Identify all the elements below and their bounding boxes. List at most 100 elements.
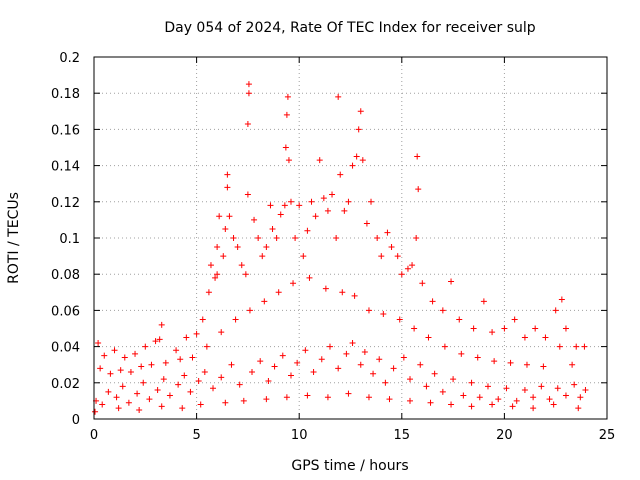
data-point (427, 399, 434, 406)
data-point (501, 325, 508, 332)
data-point (261, 298, 268, 305)
data-point (339, 289, 346, 296)
data-point (388, 244, 395, 251)
chart-title: Day 054 of 2024, Rate Of TEC Index for r… (164, 20, 535, 36)
data-point (468, 379, 475, 386)
y-tick-label: 0.1 (59, 232, 80, 247)
axis-ticks (93, 56, 608, 420)
data-point (474, 354, 481, 361)
data-point (573, 343, 580, 350)
data-point (263, 244, 270, 251)
data-point (411, 325, 418, 332)
data-point (148, 361, 155, 368)
data-point (146, 396, 153, 403)
data-point (267, 202, 274, 209)
data-point (341, 207, 348, 214)
data-point (359, 157, 366, 164)
data-point (489, 401, 496, 408)
data-point (140, 379, 147, 386)
data-point (365, 394, 372, 401)
data-point (470, 325, 477, 332)
data-point (300, 253, 307, 260)
data-point (349, 162, 356, 169)
data-point (199, 316, 206, 323)
data-point (283, 111, 290, 118)
data-point (357, 108, 364, 115)
data-point (249, 368, 256, 375)
x-tick-label: 15 (394, 428, 411, 443)
x-tick-label: 25 (599, 428, 616, 443)
data-point (460, 392, 467, 399)
data-point (287, 372, 294, 379)
data-point (582, 387, 589, 394)
data-point (136, 406, 143, 413)
data-point (523, 361, 530, 368)
data-point (242, 271, 249, 278)
data-point (326, 343, 333, 350)
data-point (218, 374, 225, 381)
data-point (216, 213, 223, 220)
data-point (203, 343, 210, 350)
data-point (95, 339, 102, 346)
data-point (214, 244, 221, 251)
data-point (222, 399, 229, 406)
data-point (404, 265, 411, 272)
data-point (316, 157, 323, 164)
data-point (156, 336, 163, 343)
data-point (245, 81, 252, 88)
data-point (134, 390, 141, 397)
data-point (324, 207, 331, 214)
y-tick-label: 0.06 (51, 304, 80, 319)
data-point (374, 235, 381, 241)
data-point (509, 403, 516, 410)
data-point (491, 358, 498, 365)
data-point (386, 396, 393, 403)
data-point (175, 381, 182, 388)
data-point (154, 387, 161, 394)
data-point (292, 235, 299, 241)
data-point (382, 379, 389, 386)
y-tick-label: 0.16 (51, 123, 80, 138)
data-point (390, 365, 397, 372)
data-point (181, 372, 188, 379)
y-tick-label: 0.12 (51, 196, 80, 211)
data-point (308, 198, 315, 205)
data-point (205, 289, 212, 296)
data-point (132, 350, 139, 357)
data-point (162, 359, 169, 366)
data-point (284, 93, 291, 100)
data-point (530, 405, 537, 412)
data-point (283, 394, 290, 401)
data-point (105, 388, 112, 395)
data-point (240, 397, 247, 404)
x-tick-label: 0 (90, 428, 98, 443)
data-point (448, 401, 455, 408)
data-point (119, 383, 126, 390)
data-point (201, 368, 208, 375)
data-point (345, 198, 352, 205)
data-point (425, 334, 432, 341)
data-point (193, 330, 200, 337)
data-point (113, 394, 120, 401)
data-point (277, 211, 284, 218)
data-point (361, 349, 368, 356)
data-point (458, 350, 465, 357)
y-tick-label: 0.14 (51, 160, 80, 175)
data-point (244, 120, 251, 127)
data-point (101, 352, 108, 359)
data-point (489, 329, 496, 336)
data-point (448, 278, 455, 285)
data-point (370, 370, 377, 377)
data-point (238, 262, 245, 269)
data-point (166, 392, 173, 399)
y-tick-label: 0.2 (59, 51, 80, 66)
data-point (575, 405, 582, 412)
data-point (355, 126, 362, 133)
x-tick-label: 10 (291, 428, 308, 443)
data-point (324, 394, 331, 401)
data-point (439, 388, 446, 395)
data-point (507, 359, 514, 366)
data-point (351, 292, 358, 299)
data-point (244, 191, 251, 198)
data-point (407, 376, 414, 383)
